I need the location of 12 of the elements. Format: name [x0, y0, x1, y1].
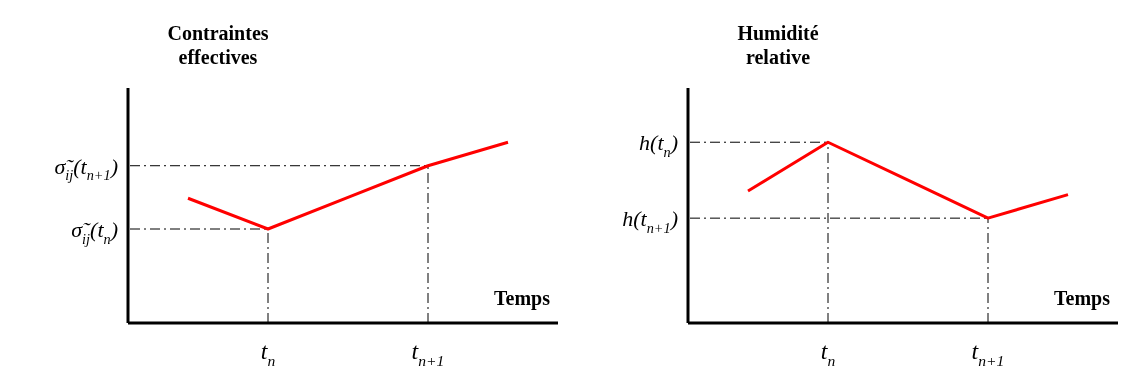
x-tick-label: t$_{n+1}$	[971, 338, 1005, 370]
x-axis-title: Temps	[494, 287, 551, 310]
x-axis-title: Temps	[1054, 287, 1111, 310]
ref-line-label: σ̃$_{ij}$(t$_{n}$)	[71, 217, 118, 247]
ref-line-label: h(t$_{n}$)	[639, 130, 678, 160]
x-tick-label: t$_{n}$	[820, 338, 836, 370]
ref-line-label: h(t$_{n+1}$)	[622, 206, 678, 236]
y-axis-title: Contraintes effectives	[167, 22, 269, 68]
ref-line-label: σ̃$_{ij}$(t$_{n+1}$)	[54, 153, 118, 184]
x-tick-label: t$_{n+1}$	[411, 338, 445, 370]
y-axis-title: Humidité relative	[737, 22, 819, 68]
x-tick-label: t$_{n}$	[260, 338, 276, 370]
